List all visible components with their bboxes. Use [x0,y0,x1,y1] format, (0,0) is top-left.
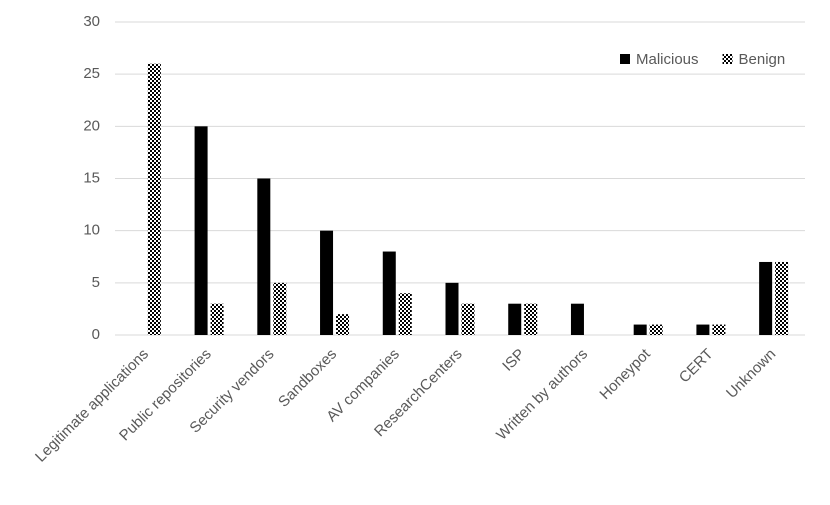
bar [382,251,396,335]
x-tick-label: Sandboxes [275,346,340,411]
bar [194,126,208,335]
y-tick-label: 0 [92,326,100,343]
legend-label: Malicious [636,51,699,68]
x-tick-label: Unknown [723,346,779,402]
y-tick-label: 30 [83,13,100,30]
legend-swatch [722,54,733,64]
x-tick-label: CERT [676,346,717,387]
bar [273,282,287,335]
legend-swatch [620,54,630,64]
y-tick-label: 15 [83,169,100,186]
y-tick-label: 10 [83,222,100,239]
x-tick-label: Legitimate applications [32,346,152,466]
bar [633,324,647,335]
bar [257,178,271,335]
y-tick-label: 25 [83,65,100,82]
bar [649,324,663,335]
bar [712,324,726,335]
bar [398,293,412,335]
bar [524,303,538,335]
bar [508,303,522,335]
bar [461,303,475,335]
legend-label: Benign [739,51,786,68]
x-tick-label: ISP [499,346,528,375]
bar [696,324,710,335]
bar [147,63,161,335]
bar [210,303,224,335]
bar [775,261,789,335]
bar [570,303,584,335]
bar [320,230,334,335]
y-tick-label: 5 [92,274,100,291]
bar [445,282,459,335]
bar [336,314,350,335]
y-tick-label: 20 [83,117,100,134]
x-tick-label: Honeypot [596,345,654,403]
bar [759,261,773,335]
